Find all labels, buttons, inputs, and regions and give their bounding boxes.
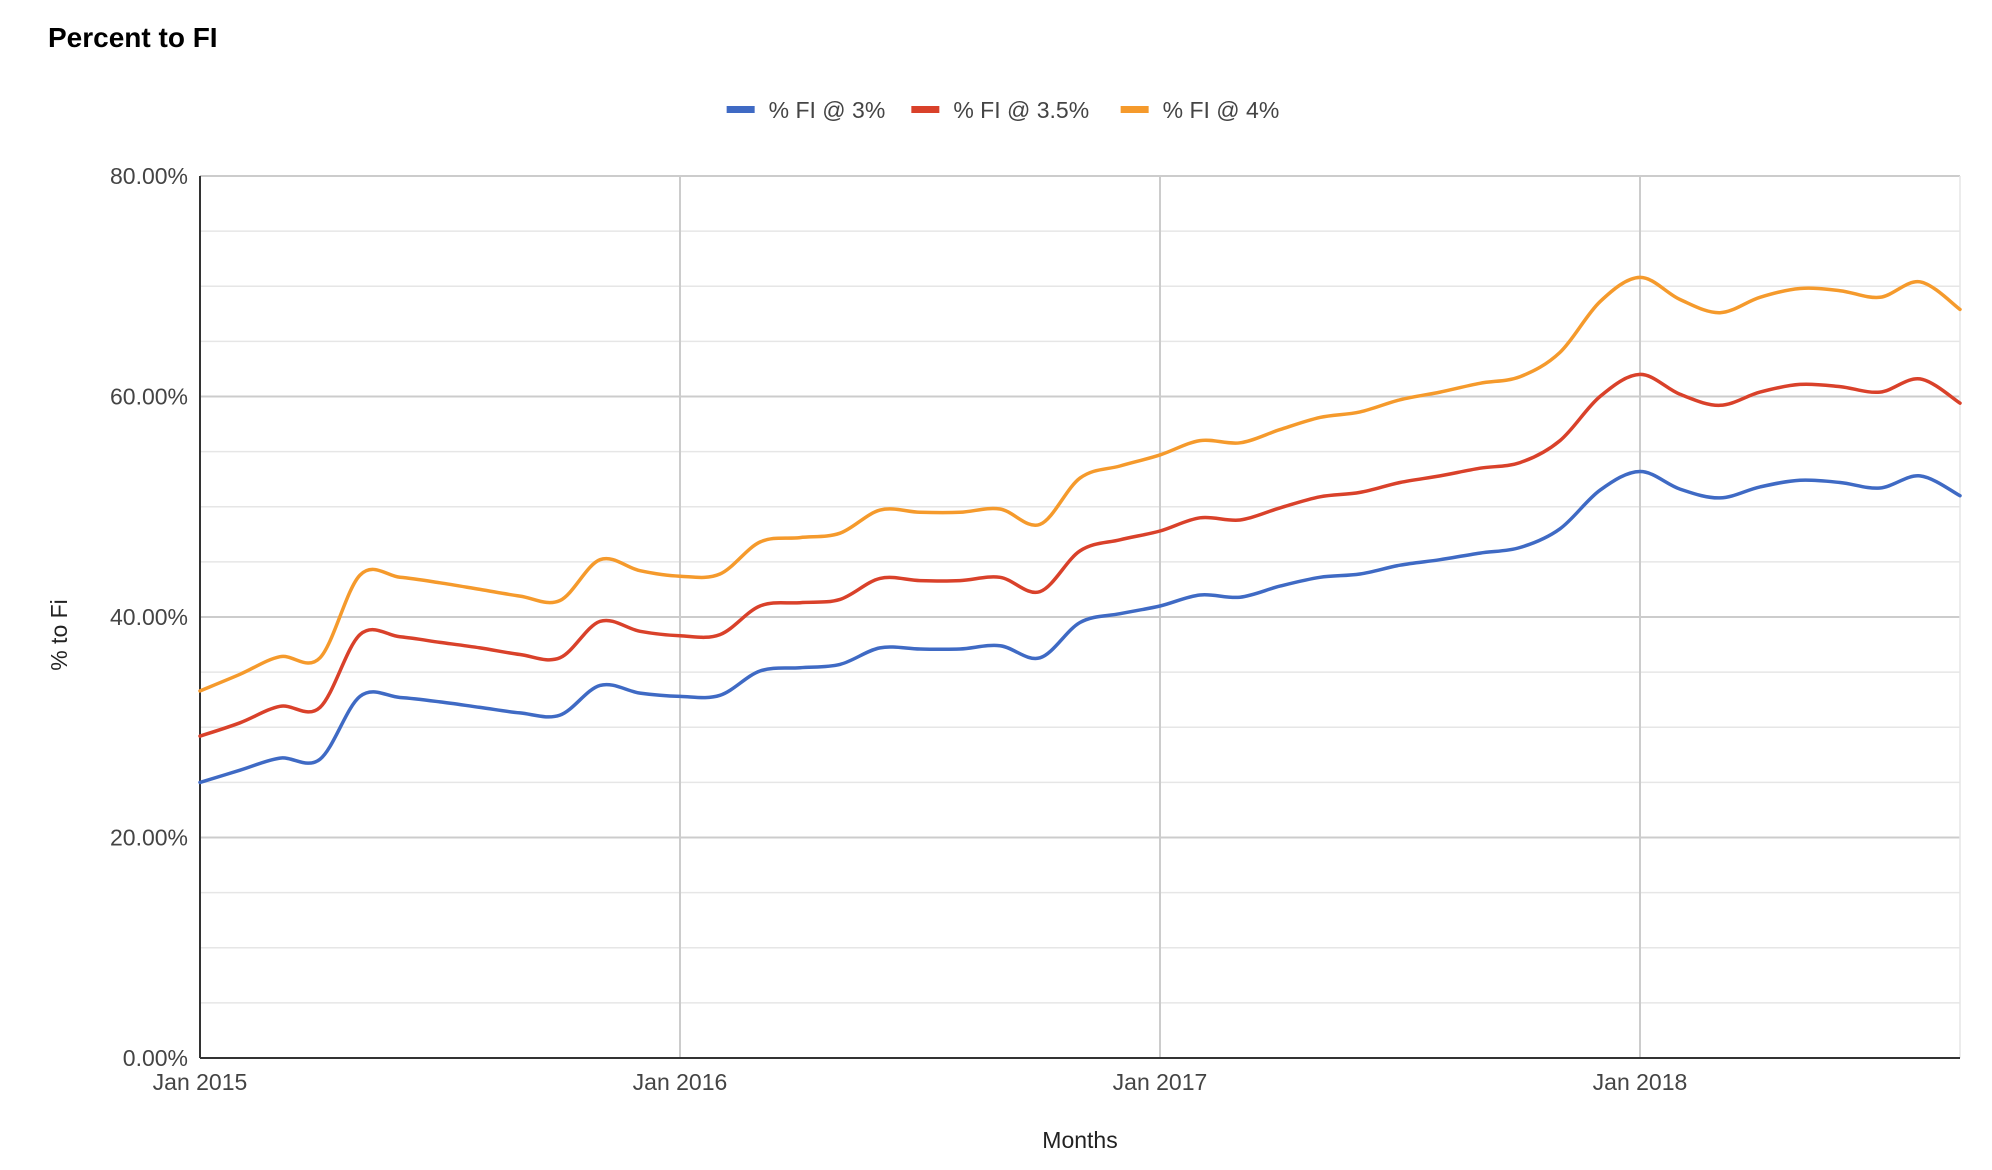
legend-swatch xyxy=(911,106,940,113)
x-axis-title: Months xyxy=(1042,1127,1117,1153)
legend[interactable]: % FI @ 3% % FI @ 3.5% % FI @ 4% xyxy=(726,97,1280,123)
grid-layer xyxy=(199,175,1961,1058)
series-line-3[interactable] xyxy=(198,275,1962,693)
x-tick-label: Jan 2018 xyxy=(1593,1069,1688,1095)
legend-item-2[interactable]: % FI @ 3.5% xyxy=(911,97,1089,123)
x-tick-label: Jan 2016 xyxy=(633,1069,728,1095)
y-tick-label: 0.00% xyxy=(123,1045,188,1071)
legend-label: % FI @ 3.5% xyxy=(953,97,1089,123)
series-line-1[interactable] xyxy=(198,469,1962,785)
legend-item-3[interactable]: % FI @ 4% xyxy=(1120,97,1280,123)
legend-label: % FI @ 3% xyxy=(769,97,886,123)
y-tick-label: 60.00% xyxy=(110,384,188,410)
x-tick-label: Jan 2015 xyxy=(153,1069,248,1095)
x-tick-label: Jan 2017 xyxy=(1113,1069,1208,1095)
axis-layer: 0.00% 20.00% 40.00% 60.00% 80.00% Jan 2015 Jan… xyxy=(110,163,1960,1095)
y-tick-label: 40.00% xyxy=(110,604,188,630)
series-layer xyxy=(198,275,1962,785)
legend-swatch xyxy=(726,106,755,113)
y-tick-label: 20.00% xyxy=(110,825,188,851)
chart-title: Percent to FI xyxy=(48,22,218,53)
y-axis-title: % to Fi xyxy=(46,599,72,671)
legend-swatch xyxy=(1120,106,1149,113)
legend-label: % FI @ 4% xyxy=(1163,97,1280,123)
series-line-2[interactable] xyxy=(198,372,1962,738)
legend-item-1[interactable]: % FI @ 3% xyxy=(726,97,886,123)
y-tick-label: 80.00% xyxy=(110,163,188,189)
